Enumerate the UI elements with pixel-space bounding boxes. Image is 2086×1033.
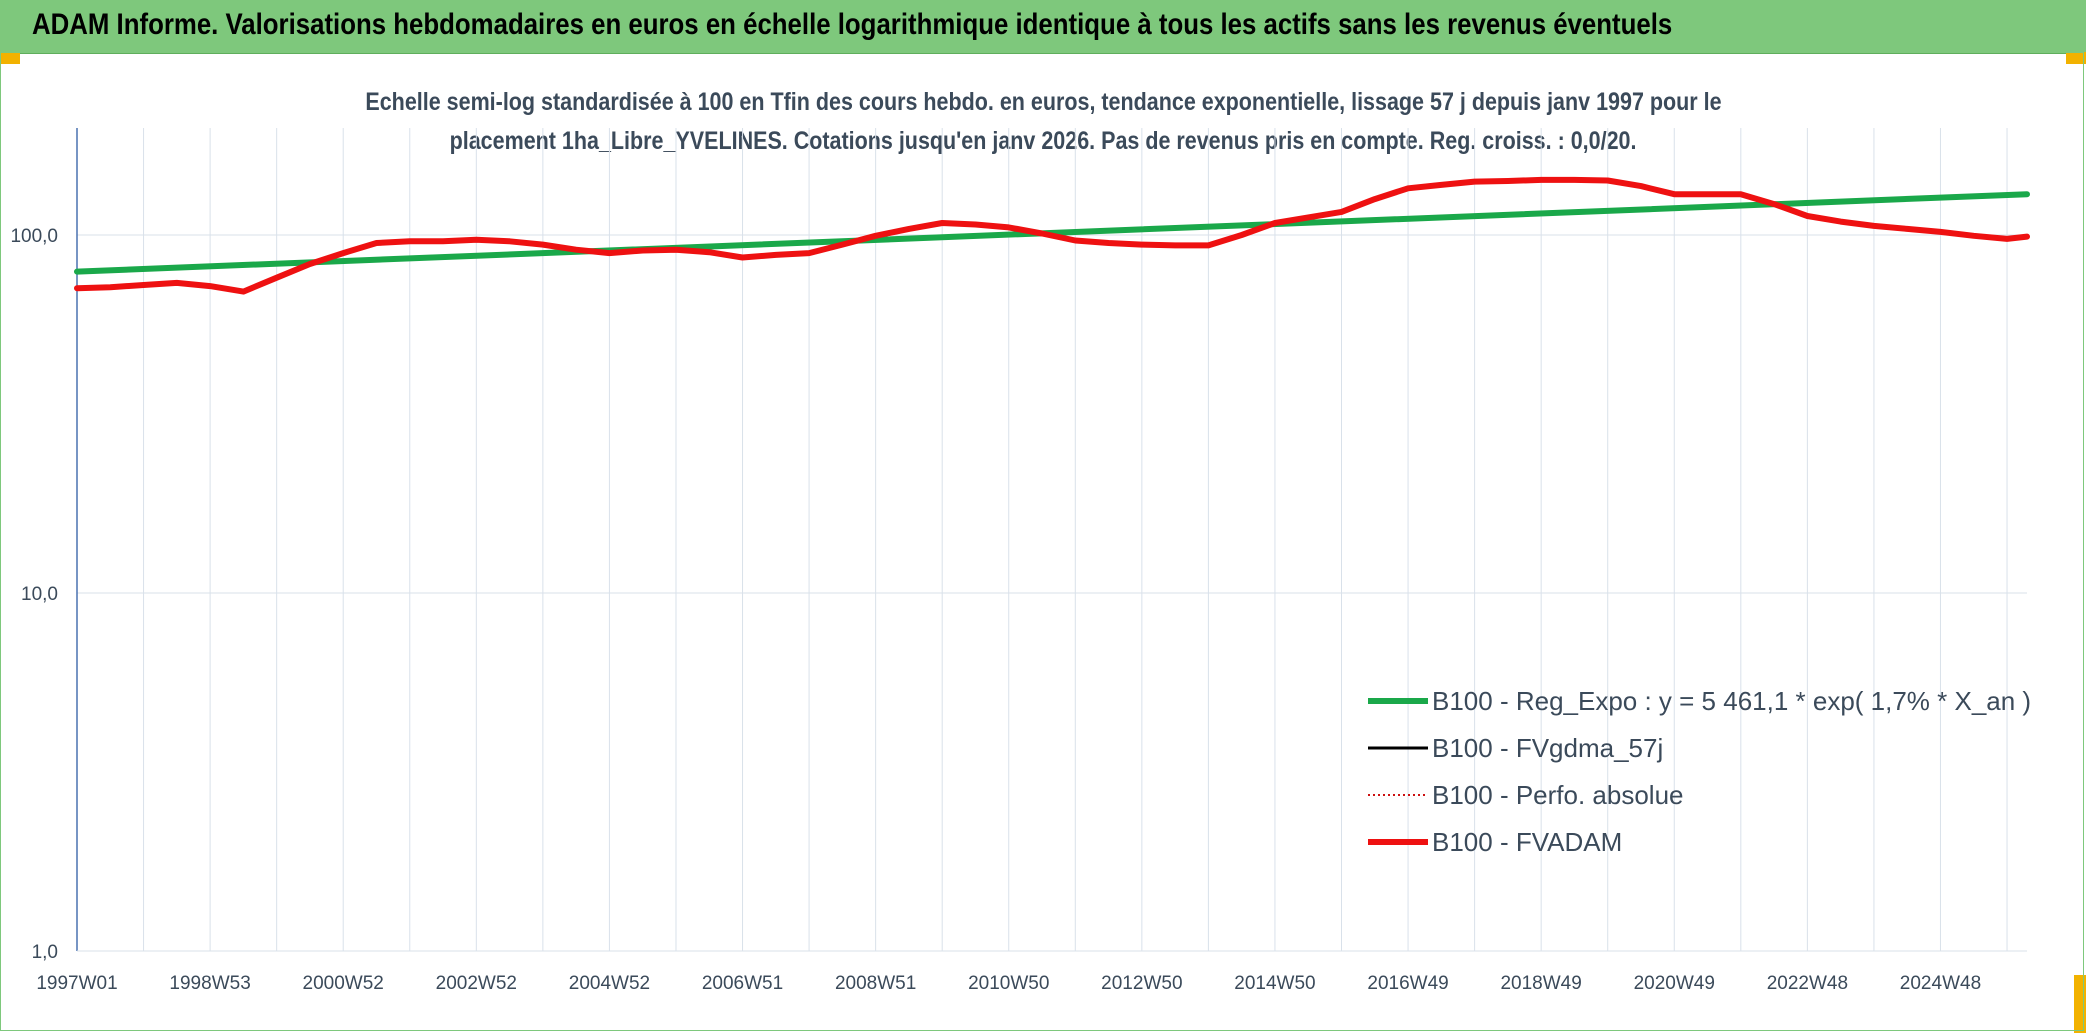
x-tick-label: 2000W52	[303, 973, 384, 994]
x-tick-label: 2024W48	[1900, 973, 1981, 994]
x-tick-label: 2008W51	[835, 973, 916, 994]
legend-label-trend: B100 - Reg_Expo : y = 5 461,1 * exp( 1,7…	[1432, 686, 2031, 716]
legend-label-perfo: B100 - Perfo. absolue	[1432, 780, 1684, 810]
chart-frame	[0, 52, 2084, 1031]
corner-marker-left	[0, 52, 20, 64]
x-tick-label: 2022W48	[1767, 973, 1848, 994]
series-line-fvadam	[74, 176, 2030, 295]
x-tick-label: 2006W51	[702, 973, 783, 994]
x-tick-label: 2016W49	[1367, 973, 1448, 994]
x-tick-label: 2012W50	[1101, 973, 1182, 994]
legend-label-fvadam: B100 - FVADAM	[1432, 827, 1622, 857]
x-tick-label: 2004W52	[569, 973, 650, 994]
x-tick-label: 2014W50	[1234, 973, 1315, 994]
y-tick-label: 1,0	[32, 942, 58, 963]
y-tick-label: 100,0	[10, 226, 58, 247]
chart-subtitle-line-1: Echelle semi-log standardisée à 100 en T…	[364, 88, 1722, 116]
x-tick-label: 2020W49	[1634, 973, 1715, 994]
x-tick-label: 1997W01	[36, 973, 117, 994]
x-tick-label: 2018W49	[1500, 973, 1581, 994]
corner-marker-right	[2066, 52, 2086, 64]
x-tick-label: 2010W50	[968, 973, 1049, 994]
chart-subtitle-line-2: placement 1ha_Libre_YVELINES. Cotations …	[449, 127, 1637, 155]
x-tick-label: 2002W52	[436, 973, 517, 994]
x-tick-label: 1998W53	[169, 973, 250, 994]
y-tick-label: 10,0	[21, 584, 58, 605]
report-banner: ADAM Informe. Valorisations hebdomadaire…	[0, 0, 2086, 54]
report-title: ADAM Informe. Valorisations hebdomadaire…	[32, 8, 1673, 41]
legend-label-fvgdma: B100 - FVgdma_57j	[1432, 733, 1663, 763]
